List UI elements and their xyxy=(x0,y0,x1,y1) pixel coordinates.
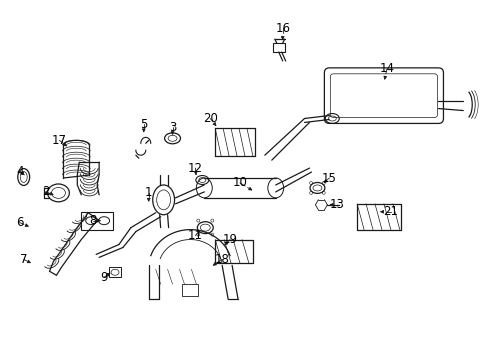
Text: 2: 2 xyxy=(41,185,49,198)
Text: 18: 18 xyxy=(214,253,229,266)
Text: 13: 13 xyxy=(329,198,344,211)
Text: 17: 17 xyxy=(52,134,67,147)
Text: 19: 19 xyxy=(222,233,237,246)
Text: 8: 8 xyxy=(89,214,97,227)
Text: 6: 6 xyxy=(16,216,23,229)
Text: 16: 16 xyxy=(275,22,289,35)
Text: 14: 14 xyxy=(379,62,394,75)
FancyBboxPatch shape xyxy=(324,68,443,123)
Text: 1: 1 xyxy=(145,186,152,199)
Text: 12: 12 xyxy=(187,162,203,175)
Bar xyxy=(272,43,284,52)
Bar xyxy=(109,267,121,277)
Text: 7: 7 xyxy=(20,253,27,266)
Text: 10: 10 xyxy=(232,176,247,189)
Text: 9: 9 xyxy=(100,271,108,284)
Text: 3: 3 xyxy=(168,121,176,134)
Text: 15: 15 xyxy=(321,171,336,185)
Bar xyxy=(81,212,113,230)
Text: 11: 11 xyxy=(187,229,203,242)
Text: 4: 4 xyxy=(16,165,23,177)
Text: 20: 20 xyxy=(203,112,217,125)
Bar xyxy=(182,284,198,296)
Text: 5: 5 xyxy=(140,118,147,131)
Text: 21: 21 xyxy=(383,205,398,218)
